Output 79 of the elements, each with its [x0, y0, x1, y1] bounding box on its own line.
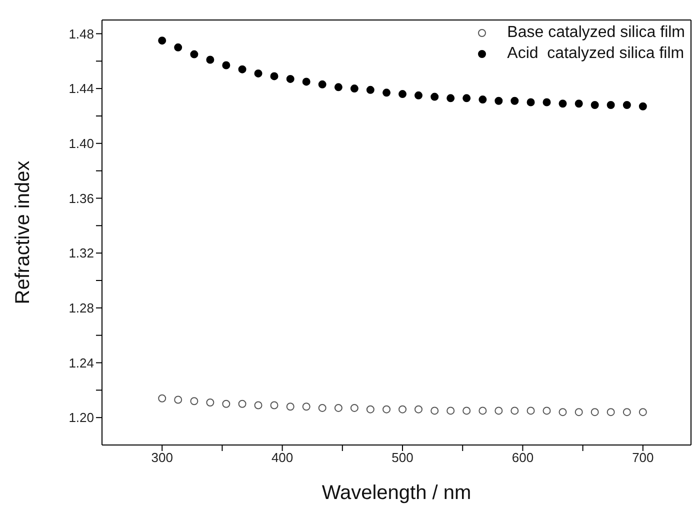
point: [190, 50, 198, 58]
point: [174, 43, 182, 52]
point: [478, 96, 487, 104]
point: [286, 402, 294, 411]
point: [206, 56, 214, 64]
point: [446, 94, 455, 102]
point: [238, 400, 246, 408]
x-tick-label: 700: [632, 450, 654, 466]
point: [638, 102, 647, 110]
point: [398, 90, 407, 98]
y-tick-label: 1.28: [68, 300, 94, 316]
point: [558, 408, 567, 416]
y-tick-label: 1.44: [68, 81, 94, 96]
point: [190, 397, 198, 406]
legend-label: Acid catalyzed silica film: [507, 44, 684, 64]
point: [510, 96, 519, 105]
point: [574, 408, 583, 416]
point: [398, 405, 407, 414]
point: [366, 86, 374, 94]
point: [222, 61, 230, 70]
point: [606, 101, 615, 109]
point: [206, 398, 214, 406]
x-tick-label: 300: [151, 450, 173, 466]
point: [270, 401, 278, 410]
point: [606, 408, 615, 416]
point: [302, 78, 310, 86]
legend-label: Base catalyzed silica film: [507, 23, 685, 43]
x-tick-label: 600: [512, 450, 534, 466]
point: [302, 402, 310, 411]
y-tick-label: 1.40: [68, 136, 94, 151]
point: [574, 100, 583, 108]
point: [446, 406, 455, 415]
y-tick-label: 1.48: [68, 26, 94, 42]
point: [462, 94, 471, 102]
y-axis-title: Refractive index: [12, 160, 34, 304]
point: [590, 408, 599, 416]
point: [366, 405, 374, 414]
point: [350, 404, 358, 412]
point: [334, 83, 342, 92]
y-tick-label: 1.24: [68, 355, 94, 370]
point: [430, 92, 439, 101]
point: [382, 405, 391, 414]
point: [478, 406, 487, 415]
point: [526, 406, 535, 415]
point: [318, 404, 326, 412]
point: [494, 96, 503, 105]
point: [254, 69, 262, 78]
point: [286, 74, 294, 83]
point: [494, 406, 503, 415]
point: [558, 100, 567, 108]
point: [542, 406, 551, 415]
point: [462, 406, 471, 415]
point: [238, 65, 246, 74]
point: [622, 101, 631, 109]
point: [622, 408, 631, 416]
point: [350, 84, 358, 93]
point: [510, 406, 519, 415]
point: [526, 98, 535, 106]
point: [638, 408, 647, 416]
point: [158, 36, 166, 45]
point: [222, 400, 230, 408]
point: [414, 91, 422, 100]
point: [254, 401, 262, 410]
point: [334, 404, 342, 412]
y-tick-label: 1.20: [68, 410, 94, 426]
point: [590, 101, 599, 109]
x-tick-label: 400: [271, 450, 294, 466]
point: [318, 80, 326, 88]
point: [542, 98, 551, 106]
point: [414, 405, 422, 414]
point: [382, 88, 391, 97]
point: [270, 72, 278, 80]
point: [174, 396, 182, 404]
y-tick-label: 1.32: [68, 246, 94, 261]
y-tick-label: 1.36: [68, 190, 94, 206]
x-axis-title: Wavelength / nm: [322, 482, 472, 504]
point: [158, 394, 166, 402]
x-tick-label: 500: [392, 450, 414, 466]
point: [430, 406, 439, 415]
